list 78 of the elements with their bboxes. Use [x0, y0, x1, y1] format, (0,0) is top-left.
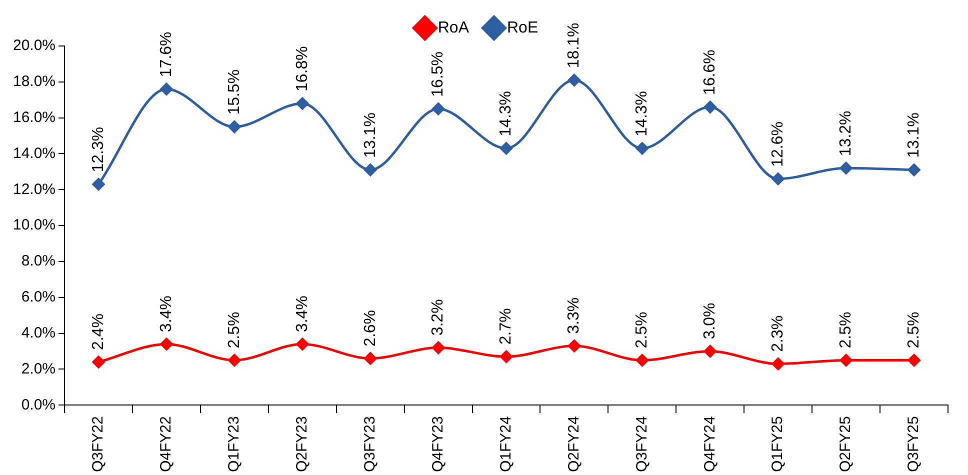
- data-label: 3.2%: [430, 299, 447, 336]
- data-label: 12.6%: [770, 122, 787, 167]
- point: [568, 74, 580, 86]
- data-label: 16.8%: [294, 46, 311, 92]
- point: [636, 354, 648, 366]
- x-tick-label: Q3FY24: [633, 416, 650, 472]
- x-tick-label: Q4FY22: [158, 416, 175, 472]
- y-tick-label: 8.0%: [21, 252, 56, 270]
- point: [296, 97, 309, 110]
- point: [296, 338, 309, 350]
- data-label: 3.3%: [566, 297, 583, 334]
- legend-label: RoA: [438, 19, 470, 36]
- point: [432, 341, 445, 354]
- x-tick-label: Q4FY24: [701, 416, 718, 472]
- y-tick-label: 6.0%: [21, 288, 56, 306]
- y-tick-label: 10.0%: [12, 216, 56, 234]
- data-label: 14.3%: [634, 90, 651, 136]
- point: [500, 142, 513, 155]
- y-tick-label: 20.0%: [12, 37, 56, 54]
- data-label: 12.3%: [90, 126, 107, 172]
- data-label: 2.5%: [905, 312, 922, 348]
- y-tick-label: 0.0%: [21, 396, 56, 414]
- point: [908, 354, 920, 366]
- point: [92, 356, 105, 368]
- point: [636, 142, 648, 155]
- data-label: 16.6%: [702, 50, 719, 96]
- point: [364, 164, 377, 176]
- x-tick-label: Q2FY25: [837, 416, 854, 472]
- y-tick-label: 16.0%: [12, 108, 56, 126]
- data-label: 2.4%: [90, 314, 107, 350]
- data-label: 2.5%: [837, 312, 854, 348]
- data-label: 2.3%: [770, 315, 787, 352]
- point: [228, 120, 241, 134]
- data-label: 3.0%: [702, 302, 719, 340]
- data-label: 13.1%: [362, 112, 379, 158]
- y-tick-label: 2.0%: [21, 360, 56, 378]
- point: [432, 102, 445, 116]
- x-tick-label: Q3FY22: [90, 416, 107, 472]
- point: [92, 178, 105, 191]
- data-label: 16.5%: [430, 51, 447, 97]
- legend-label: RoE: [507, 19, 538, 36]
- data-label: 2.7%: [498, 308, 515, 345]
- point: [568, 340, 580, 352]
- point: [704, 345, 716, 358]
- x-tick-label: Q2FY23: [294, 416, 311, 472]
- point: [500, 350, 513, 363]
- data-label: 2.5%: [226, 312, 243, 348]
- data-label: 18.1%: [566, 22, 583, 68]
- data-label: 17.6%: [158, 32, 175, 78]
- data-label: 2.5%: [634, 312, 651, 348]
- point: [772, 358, 784, 370]
- y-tick-label: 4.0%: [21, 324, 56, 342]
- point: [228, 354, 241, 366]
- y-tick-label: 18.0%: [12, 73, 56, 90]
- x-tick-label: Q3FY25: [905, 416, 922, 472]
- point: [840, 162, 852, 174]
- y-tick-label: 14.0%: [12, 144, 56, 162]
- x-tick-label: Q3FY23: [361, 416, 378, 472]
- point: [160, 338, 173, 350]
- point: [772, 172, 784, 186]
- x-tick-label: Q1FY25: [769, 416, 786, 472]
- data-label: 2.6%: [362, 310, 379, 346]
- point: [364, 352, 377, 365]
- data-label: 3.4%: [158, 296, 175, 332]
- data-label: 13.1%: [905, 112, 922, 158]
- data-label: 14.3%: [498, 90, 515, 136]
- data-label: 3.4%: [294, 296, 311, 332]
- data-label: 13.2%: [837, 110, 854, 156]
- x-tick-label: Q1FY24: [497, 416, 514, 472]
- x-tick-label: Q2FY24: [565, 416, 582, 472]
- data-label: 15.5%: [226, 69, 243, 115]
- y-tick-label: 12.0%: [12, 180, 56, 198]
- x-tick-label: Q1FY23: [226, 416, 243, 472]
- point: [160, 82, 173, 96]
- point: [704, 100, 716, 114]
- x-tick-label: Q4FY23: [429, 416, 446, 472]
- point: [908, 164, 920, 176]
- point: [840, 354, 852, 366]
